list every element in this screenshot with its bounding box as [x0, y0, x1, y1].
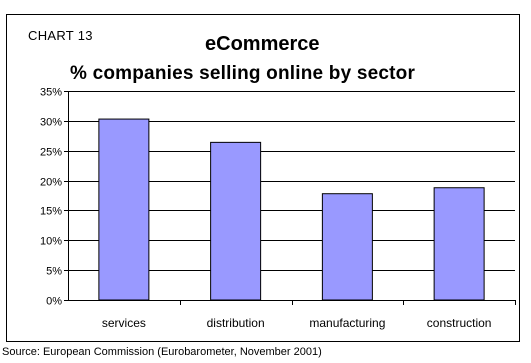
y-tick-label: 20% [40, 177, 62, 189]
bar-manufacturing [321, 193, 373, 301]
y-tick-label: 35% [40, 87, 62, 99]
bar-construction [433, 187, 485, 301]
y-tick-label: 5% [46, 266, 62, 278]
source-note: Source: European Commission (Eurobaromet… [2, 346, 322, 358]
chart-number: CHART 13 [28, 28, 93, 43]
y-tick-label: 15% [40, 206, 62, 218]
bar-services [98, 118, 150, 301]
y-tick-label: 0% [46, 296, 62, 308]
bar-distribution [210, 141, 262, 301]
chart-title: eCommerce [205, 33, 320, 55]
chart-subtitle: % companies selling online by sector [70, 63, 416, 84]
chart-frame [6, 14, 520, 342]
y-tick-label: 25% [40, 147, 62, 159]
y-tick-label: 10% [40, 236, 62, 248]
x-tick-label: manufacturing [309, 316, 385, 330]
y-tick-label: 30% [40, 117, 62, 129]
x-tick-label: construction [427, 316, 492, 330]
x-tick-label: distribution [207, 316, 265, 330]
x-tick-label: services [102, 316, 146, 330]
